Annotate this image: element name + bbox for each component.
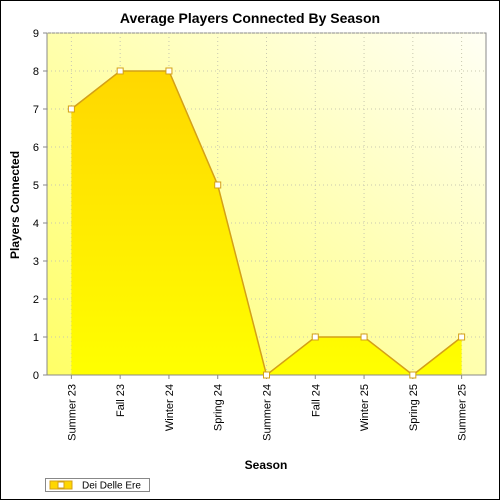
x-tick-label: Spring 24 bbox=[213, 384, 225, 431]
y-tick-label: 5 bbox=[33, 180, 39, 192]
data-point bbox=[360, 333, 368, 341]
x-tick-label: Fall 24 bbox=[310, 384, 322, 417]
legend-marker-icon bbox=[57, 481, 65, 489]
data-point bbox=[165, 67, 173, 75]
data-point bbox=[67, 105, 75, 113]
x-tick-label: Winter 24 bbox=[164, 384, 176, 431]
series-points bbox=[67, 67, 466, 379]
x-tick-label: Summer 24 bbox=[262, 384, 274, 441]
x-tick-label: Winter 25 bbox=[359, 384, 371, 431]
data-point bbox=[263, 371, 270, 379]
chart-title: Average Players Connected By Season bbox=[120, 10, 380, 26]
y-tick-label: 2 bbox=[33, 294, 39, 306]
x-tick-label: Summer 25 bbox=[457, 384, 469, 441]
data-point bbox=[311, 333, 319, 341]
y-tick-label: 3 bbox=[33, 256, 39, 268]
x-tick-label: Spring 25 bbox=[408, 384, 420, 431]
y-tick-label: 9 bbox=[33, 28, 39, 40]
y-tick-label: 1 bbox=[33, 332, 39, 344]
x-tick-label: Fall 23 bbox=[115, 384, 127, 417]
series-area-fill bbox=[71, 71, 462, 375]
data-point bbox=[116, 67, 124, 75]
y-tick-labels: 0 1 2 3 4 5 6 7 8 9 bbox=[33, 28, 39, 382]
x-axis-label: Season bbox=[245, 458, 288, 472]
y-tick-label: 4 bbox=[33, 218, 39, 230]
data-point bbox=[458, 333, 466, 341]
legend-label: Dei Delle Ere bbox=[82, 481, 141, 492]
data-point bbox=[409, 371, 417, 379]
x-tick-labels: Summer 23 Fall 23 Winter 24 Spring 24 Summer… bbox=[66, 384, 468, 441]
y-axis-label: Players Connected bbox=[8, 151, 22, 259]
y-tick-label: 8 bbox=[33, 66, 39, 78]
data-point bbox=[214, 181, 222, 189]
y-tick-label: 6 bbox=[33, 142, 39, 154]
x-tick-label: Summer 23 bbox=[66, 384, 78, 441]
y-tick-label: 0 bbox=[33, 370, 39, 382]
y-tick-label: 7 bbox=[33, 104, 39, 116]
legend[interactable]: Dei Delle Ere bbox=[45, 478, 150, 492]
